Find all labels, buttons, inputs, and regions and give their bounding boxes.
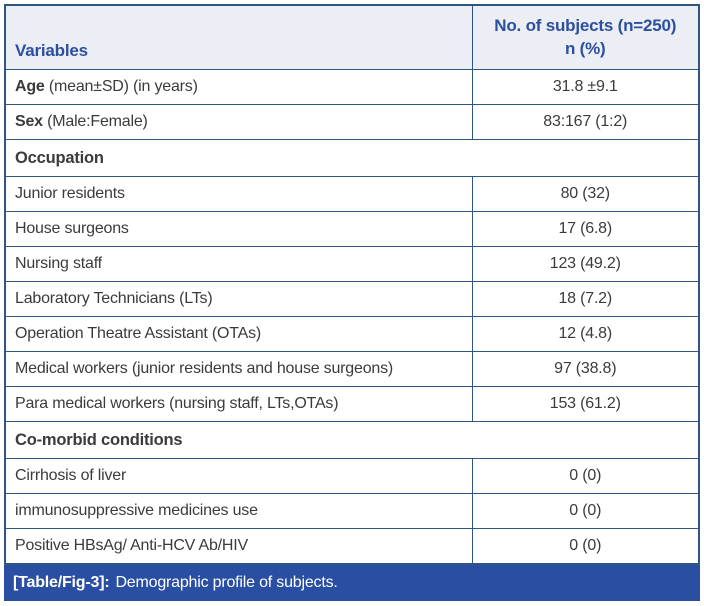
row-value: 18 (7.2)	[471, 281, 700, 317]
row-value: 12 (4.8)	[471, 316, 700, 352]
row-label: Medical workers (junior residents and ho…	[4, 351, 473, 387]
column-header-variables: Variables	[4, 4, 473, 70]
caption-bar: [Table/Fig-3]: Demographic profile of su…	[4, 565, 700, 601]
row-value: 123 (49.2)	[471, 246, 700, 282]
row-value: 31.8 ±9.1	[471, 69, 700, 105]
table-row: Cirrhosis of liver 0 (0)	[4, 458, 700, 494]
table-row: Laboratory Technicians (LTs) 18 (7.2)	[4, 281, 700, 317]
table-row: immunosuppressive medicines use 0 (0)	[4, 493, 700, 529]
row-label-rest: (mean±SD) (in years)	[44, 78, 198, 95]
row-label: Sex (Male:Female)	[4, 104, 473, 140]
row-value: 0 (0)	[471, 493, 700, 529]
table-row: House surgeons 17 (6.8)	[4, 211, 700, 247]
column-header-subjects: No. of subjects (n=250) n (%)	[471, 4, 700, 70]
row-value: 83:167 (1:2)	[471, 104, 700, 140]
row-label-bold: Age	[15, 78, 45, 95]
caption-text: Demographic profile of subjects.	[115, 574, 338, 591]
row-value: 0 (0)	[471, 458, 700, 494]
row-label: Nursing staff	[4, 246, 473, 282]
row-label-rest: (Male:Female)	[42, 113, 148, 130]
row-value: 0 (0)	[471, 528, 700, 565]
row-label: Operation Theatre Assistant (OTAs)	[4, 316, 473, 352]
row-label-bold: Sex	[15, 113, 43, 130]
caption-tag: [Table/Fig-3]:	[13, 574, 110, 591]
column-header-subjects-line2: n (%)	[564, 38, 606, 58]
row-label: Cirrhosis of liver	[4, 458, 473, 494]
table-row: Operation Theatre Assistant (OTAs) 12 (4…	[4, 316, 700, 352]
table-row: Nursing staff 123 (49.2)	[4, 246, 700, 282]
table-row: Medical workers (junior residents and ho…	[4, 351, 700, 387]
column-header-subjects-line1: No. of subjects (n=250)	[494, 16, 677, 36]
row-label: House surgeons	[4, 211, 473, 247]
table-row: Positive HBsAg/ Anti-HCV Ab/HIV 0 (0)	[4, 528, 700, 565]
table-row-sex: Sex (Male:Female) 83:167 (1:2)	[4, 104, 700, 140]
row-label: Laboratory Technicians (LTs)	[4, 281, 473, 317]
row-label: Junior residents	[4, 176, 473, 212]
section-row-comorbid: Co-morbid conditions	[4, 421, 700, 459]
row-value: 17 (6.8)	[471, 211, 700, 247]
table-row-age: Age (mean±SD) (in years) 31.8 ±9.1	[4, 69, 700, 105]
demographic-table: Variables No. of subjects (n=250) n (%) …	[4, 4, 700, 565]
table-row: Para medical workers (nursing staff, LTs…	[4, 386, 700, 422]
row-label: immunosuppressive medicines use	[4, 493, 473, 529]
row-value: 80 (32)	[471, 176, 700, 212]
section-label: Occupation	[4, 139, 700, 177]
row-label: Positive HBsAg/ Anti-HCV Ab/HIV	[4, 528, 473, 565]
row-value: 97 (38.8)	[471, 351, 700, 387]
row-value: 153 (61.2)	[471, 386, 700, 422]
row-label: Para medical workers (nursing staff, LTs…	[4, 386, 473, 422]
row-label: Age (mean±SD) (in years)	[4, 69, 473, 105]
table-row: Junior residents 80 (32)	[4, 176, 700, 212]
demographic-table-figure: Variables No. of subjects (n=250) n (%) …	[4, 4, 700, 601]
section-label: Co-morbid conditions	[4, 421, 700, 459]
section-row-occupation: Occupation	[4, 139, 700, 177]
table-header-row: Variables No. of subjects (n=250) n (%)	[4, 4, 700, 70]
